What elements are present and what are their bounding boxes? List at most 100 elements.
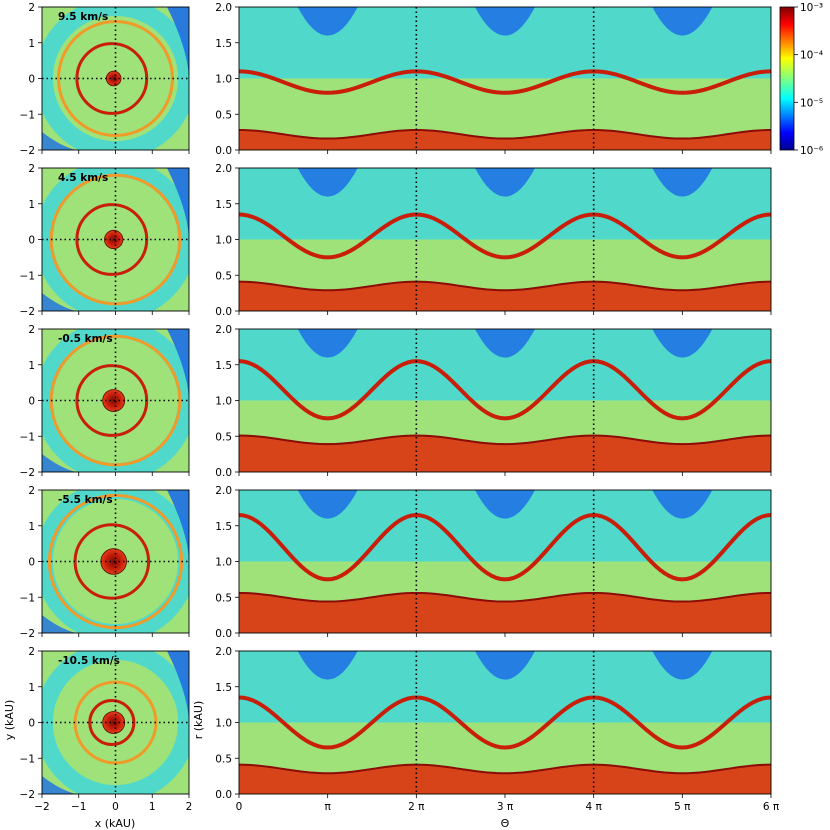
- y-tick-label: 2: [28, 324, 35, 336]
- r-tick-label: 1.0: [215, 74, 232, 86]
- x-axis-label-left: x (kAU): [95, 817, 136, 830]
- y-tick-label: 1: [28, 682, 35, 694]
- colorbar-tick-label: 10⁻⁵: [800, 97, 823, 109]
- inner-disc-band: [239, 764, 771, 794]
- inner-disc-band: [239, 435, 771, 472]
- x-tick-label: 0: [112, 801, 119, 813]
- inner-disc-band: [239, 592, 771, 633]
- y-tick-label: −1: [20, 753, 35, 765]
- y-tick-label: 0: [28, 718, 35, 730]
- blue-lobe: [652, 7, 713, 36]
- panel-row: 4.5 km/s −2 −1 0 1 2 0.0 0.5 1.0 1.5 2.0: [20, 163, 772, 318]
- r-tick-label: 0.5: [215, 753, 232, 765]
- inner-disc-band: [239, 281, 771, 311]
- blue-lobe: [297, 329, 358, 358]
- panel-row: -10.5 km/s −2 −1 0 1 2 −2 −1 0 1 2 0.0 0.5 1.0 1.5 2.0 0…: [20, 646, 780, 813]
- theta-r-panel: [239, 7, 771, 150]
- r-tick-label: 2.0: [215, 163, 232, 175]
- theta-tick-label: π: [325, 801, 332, 813]
- blue-lobe: [652, 168, 713, 197]
- colorbar-tick-label: 10⁻⁶: [800, 145, 823, 157]
- blue-lobe: [475, 490, 535, 519]
- x-tick-label: −1: [71, 801, 86, 813]
- r-tick-label: 1.5: [215, 38, 232, 50]
- blue-void: [167, 7, 189, 77]
- y-axis-label-right: r (kAU): [192, 701, 205, 740]
- r-tick-label: 0.0: [215, 628, 232, 640]
- blue-void: [167, 490, 189, 560]
- x-tick-label: −2: [34, 801, 49, 813]
- theta-tick-label: 0: [236, 801, 243, 813]
- shell-wave: [239, 359, 771, 421]
- y-tick-label: −1: [20, 270, 35, 282]
- inner-shell-ring: [88, 698, 136, 747]
- blue-void: [42, 615, 76, 633]
- blue-lobe: [297, 7, 358, 36]
- blue-lobe: [652, 651, 713, 680]
- blue-lobe: [652, 490, 713, 519]
- x-tick-label: 1: [149, 801, 156, 813]
- r-tick-label: 1.5: [215, 199, 232, 211]
- panel-row: -0.5 km/s −2 −1 0 1 2 0.0 0.5 1.0 1.5 2.0: [20, 324, 772, 479]
- r-tick-label: 1.0: [215, 235, 232, 247]
- y-tick-label: 0: [28, 557, 35, 569]
- inner-disc-edge: [239, 280, 771, 292]
- theta-tick-label: 4 π: [585, 801, 602, 813]
- theta-tick-label: 3 π: [497, 801, 514, 813]
- r-tick-label: 1.5: [215, 682, 232, 694]
- panels-group: 9.5 km/s −2 −1 0 1 2 0.0 0.5 1.0 1.5 2.0 4.5 km/s −2…: [20, 2, 780, 813]
- inner-disc-edge: [239, 591, 771, 603]
- theta-tick-label: 2 π: [408, 801, 425, 813]
- y-tick-label: −2: [20, 628, 35, 640]
- blue-lobe: [475, 7, 535, 36]
- blue-void: [167, 329, 189, 399]
- y-tick-label: −1: [20, 592, 35, 604]
- r-tick-label: 1.0: [215, 718, 232, 730]
- y-tick-label: 1: [28, 521, 35, 533]
- r-tick-label: 0.5: [215, 109, 232, 121]
- y-tick-label: −2: [20, 467, 35, 479]
- colorbar: 10⁻⁶ 10⁻⁵ 10⁻⁴ 10⁻³: [779, 2, 823, 157]
- r-tick-label: 1.0: [215, 396, 232, 408]
- y-tick-label: 1: [28, 38, 35, 50]
- blue-void: [42, 776, 76, 794]
- y-tick-label: 2: [28, 485, 35, 497]
- y-tick-label: −1: [20, 109, 35, 121]
- r-tick-label: 2.0: [215, 324, 232, 336]
- theta-r-panel: [239, 651, 771, 794]
- theta-tick-label: 6 π: [763, 801, 780, 813]
- velocity-label: -0.5 km/s: [58, 333, 113, 345]
- theta-r-panel: [239, 329, 771, 472]
- blue-void: [167, 168, 189, 238]
- y-tick-label: 1: [28, 199, 35, 211]
- velocity-label: -10.5 km/s: [58, 655, 120, 667]
- blue-void: [167, 651, 189, 721]
- r-tick-label: 0.5: [215, 431, 232, 443]
- blue-lobe: [475, 651, 535, 680]
- r-tick-label: 1.0: [215, 557, 232, 569]
- x-axis-label-right: Θ: [501, 817, 510, 830]
- y-tick-label: −2: [20, 145, 35, 157]
- inner-disc-edge: [239, 434, 771, 446]
- x-tick-label: 2: [186, 801, 193, 813]
- blue-lobe: [475, 329, 535, 358]
- y-tick-label: 0: [28, 235, 35, 247]
- blue-lobe: [475, 168, 535, 197]
- colorbar-tick-label: 10⁻⁴: [800, 50, 823, 62]
- r-tick-label: 0.5: [215, 592, 232, 604]
- y-tick-label: 2: [28, 163, 35, 175]
- panel-row: -5.5 km/s −2 −1 0 1 2 0.0 0.5 1.0 1.5 2.0: [20, 485, 772, 640]
- blue-lobe: [652, 329, 713, 358]
- colorbar-tick-label: 10⁻³: [800, 2, 823, 14]
- theta-r-panel: [239, 490, 771, 633]
- y-tick-label: 2: [28, 646, 35, 658]
- r-tick-label: 0.0: [215, 306, 232, 318]
- y-tick-label: −2: [20, 306, 35, 318]
- velocity-label: 9.5 km/s: [58, 11, 108, 23]
- y-tick-label: −2: [20, 789, 35, 801]
- r-tick-label: 0.0: [215, 145, 232, 157]
- central-disc: [102, 389, 126, 412]
- inner-shell-ring: [73, 523, 151, 600]
- y-tick-label: 1: [28, 360, 35, 372]
